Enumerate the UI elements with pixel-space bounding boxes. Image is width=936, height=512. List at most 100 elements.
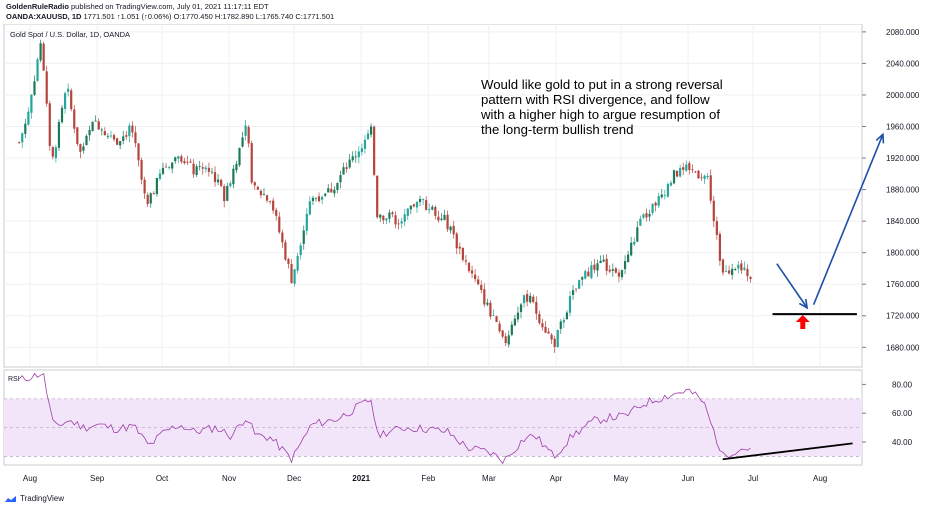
candle-body: [79, 144, 82, 152]
chart-title: Gold Spot / U.S. Dollar, 1D, OANDA: [10, 30, 130, 39]
candle-body: [486, 302, 489, 305]
candle-body: [535, 301, 538, 314]
price-tick-label: 1960.000: [886, 123, 920, 132]
symbol-info: OANDA:XAUUSD, 1D 1771.501 ↑1.051 (↑0.06%…: [6, 12, 334, 21]
annotation-line-4: the long-term bullish trend: [481, 122, 633, 137]
candle-body: [363, 139, 367, 149]
candle-body: [675, 170, 679, 177]
candle-body: [596, 263, 599, 271]
tradingview-logo-icon: [5, 495, 16, 502]
candle-body: [452, 225, 455, 235]
time-tick-label: Jul: [748, 474, 758, 483]
candle-body: [67, 88, 70, 92]
drawings: [772, 132, 885, 330]
candle-body: [247, 127, 250, 144]
candle-body: [137, 143, 140, 161]
candle-body: [617, 272, 621, 277]
candle-body: [547, 331, 550, 334]
candle-body: [36, 59, 39, 81]
candle-body: [669, 182, 673, 186]
candle-body: [685, 164, 688, 171]
candle-body: [18, 142, 21, 143]
candle-body: [679, 168, 682, 177]
candle-body: [706, 176, 709, 178]
candle-body: [602, 259, 605, 262]
candle-body: [749, 276, 752, 279]
candle-body: [421, 199, 425, 201]
tradingview-brand: TradingView: [20, 494, 65, 503]
candle-body: [553, 338, 556, 347]
price-tick-label: 1920.000: [886, 154, 920, 163]
candle-body: [403, 214, 406, 222]
candle-body: [152, 193, 155, 195]
candle-body: [24, 123, 27, 134]
candle-body: [654, 202, 657, 206]
time-tick-label: Nov: [222, 474, 236, 483]
candle-body: [639, 218, 642, 226]
tradingview-logo[interactable]: TradingView: [4, 494, 64, 503]
candle-body: [682, 167, 685, 170]
candle-body: [672, 170, 676, 184]
candle-body: [158, 173, 162, 179]
candle-body: [314, 197, 318, 199]
candle-body: [351, 156, 354, 161]
arrow-down-head: [798, 298, 809, 310]
candle-body: [85, 135, 88, 146]
rsi-drawings: [722, 442, 853, 461]
candle-body: [507, 335, 510, 345]
candle-body: [268, 201, 272, 202]
candle-body: [186, 161, 189, 163]
candle-body: [541, 323, 544, 328]
candle-body: [431, 206, 434, 210]
rsi-tick-label: 60.00: [892, 409, 913, 418]
candle-body: [574, 288, 578, 290]
time-tick-label: Apr: [550, 474, 563, 483]
candle-body: [42, 43, 45, 71]
candle-body: [210, 171, 214, 173]
candle-body: [278, 216, 281, 233]
candle-body: [483, 289, 486, 305]
candle-body: [348, 159, 351, 168]
candle-body: [284, 242, 287, 260]
candle-body: [122, 136, 125, 141]
time-tick-label: 2021: [352, 474, 370, 483]
rsi-tick-label: 40.00: [892, 438, 913, 447]
price-tick-label: 2080.000: [886, 28, 920, 37]
candle-body: [379, 214, 382, 218]
candle-body: [330, 188, 333, 193]
candle-body: [648, 213, 651, 217]
candle-body: [397, 223, 400, 225]
candle-body: [112, 135, 116, 140]
candle-body: [400, 221, 403, 224]
candle-body: [464, 260, 468, 262]
candle-body: [412, 204, 416, 207]
candle-body: [180, 156, 183, 162]
candle-body: [477, 279, 480, 285]
candle-body: [272, 200, 275, 211]
candle-body: [519, 304, 523, 312]
candle-body: [168, 167, 171, 168]
candle-body: [645, 213, 648, 218]
time-axis: Aug Sep Oct Nov Dec 2021 Feb Mar Apr May Jun Jul Aug: [23, 474, 827, 483]
candle-body: [259, 190, 263, 196]
candle-body: [470, 270, 474, 274]
candle-body: [562, 320, 565, 323]
annotation-line-3: with a higher high to argue resumption o…: [480, 107, 720, 122]
candle-body: [385, 218, 388, 221]
candle-body: [538, 314, 541, 324]
candle-body: [262, 194, 266, 196]
candle-body: [226, 186, 229, 201]
candle-body: [418, 198, 422, 202]
rsi-axis: 40.00 60.00 80.00: [862, 380, 913, 447]
candle-body: [449, 226, 452, 231]
candle-body: [183, 160, 186, 164]
candle-body: [250, 142, 253, 183]
candle-body: [614, 268, 617, 273]
chart-area[interactable]: 1680.000 1720.000 1760.000 1800.000 1840.000…: [0, 24, 936, 494]
candle-body: [342, 167, 345, 175]
candle-body: [724, 270, 728, 272]
candle-body: [189, 161, 192, 163]
candle-body: [195, 166, 198, 176]
candle-body: [455, 233, 458, 249]
candle-body: [556, 329, 559, 348]
